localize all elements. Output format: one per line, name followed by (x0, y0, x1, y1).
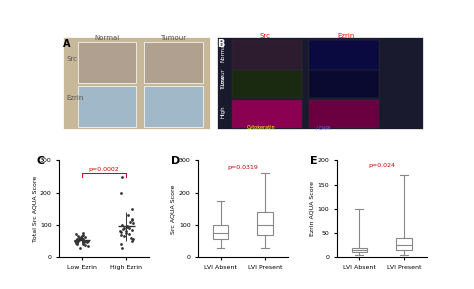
Bar (309, 71, 379, 98)
Point (129, 221, 137, 226)
Point (78, 237, 86, 242)
Bar (217, 37, 423, 129)
Point (75, 237, 82, 242)
Point (123, 229, 130, 234)
Point (81, 243, 89, 247)
Point (73, 238, 81, 242)
Point (128, 207, 136, 211)
Text: A: A (63, 38, 71, 49)
Point (117, 242, 124, 247)
Point (74, 238, 82, 243)
Point (127, 219, 134, 224)
Bar (232, 40, 301, 70)
Point (76, 245, 84, 250)
Point (77, 237, 84, 242)
Point (82, 235, 89, 239)
Point (128, 218, 136, 223)
Bar (352, 248, 367, 252)
Point (128, 239, 136, 243)
Bar (63, 37, 210, 129)
Text: Cytokeratin: Cytokeratin (247, 125, 275, 131)
Text: C: C (37, 155, 45, 166)
Point (128, 216, 136, 221)
Text: E: E (310, 155, 318, 166)
Point (73, 241, 81, 246)
Point (75, 236, 82, 240)
Text: Ezrin: Ezrin (66, 95, 84, 101)
Text: Tumour: Tumour (160, 36, 186, 42)
Point (123, 223, 131, 228)
Text: Ezrin: Ezrin (337, 33, 355, 39)
Point (72, 232, 79, 236)
Text: p=0.0319: p=0.0319 (228, 165, 258, 170)
Point (125, 226, 132, 231)
Point (129, 237, 137, 242)
Bar (309, 101, 379, 127)
Point (84, 244, 91, 248)
Point (72, 239, 79, 244)
Bar (144, 42, 202, 83)
Point (125, 232, 133, 236)
Point (79, 232, 87, 237)
Point (119, 227, 127, 231)
Text: High: High (221, 106, 226, 118)
Point (118, 223, 126, 227)
Bar (144, 86, 202, 127)
Point (117, 228, 124, 233)
Point (118, 245, 126, 250)
Point (82, 239, 90, 243)
Text: Tumour: Tumour (221, 68, 226, 89)
Bar (396, 238, 412, 250)
Point (73, 238, 81, 243)
Y-axis label: Total Src AQUA Score: Total Src AQUA Score (32, 176, 37, 242)
Bar (309, 40, 379, 70)
Point (84, 239, 92, 243)
Point (83, 240, 91, 245)
Point (73, 236, 81, 241)
Text: D: D (171, 155, 181, 166)
Text: Src: Src (259, 33, 271, 39)
Point (79, 240, 87, 244)
Point (81, 239, 88, 244)
Point (123, 224, 130, 229)
Bar (257, 212, 273, 235)
Point (78, 233, 86, 238)
Point (74, 234, 82, 238)
Bar (78, 86, 137, 127)
Bar (78, 42, 137, 83)
Y-axis label: Ezrin AQUA Score: Ezrin AQUA Score (310, 181, 315, 236)
Point (75, 238, 83, 242)
Bar (232, 101, 301, 127)
Y-axis label: Src AQUA Score: Src AQUA Score (171, 184, 176, 234)
Point (124, 213, 132, 218)
Text: p=0.024: p=0.024 (368, 163, 395, 168)
Text: Low: Low (221, 74, 226, 85)
Text: Normal: Normal (94, 36, 119, 42)
Bar (232, 71, 301, 98)
Point (73, 241, 81, 246)
Point (120, 234, 128, 238)
Bar (213, 225, 228, 240)
Point (128, 227, 136, 232)
Text: p=0.0002: p=0.0002 (89, 167, 119, 172)
Point (79, 231, 87, 235)
Point (120, 225, 128, 230)
Point (117, 232, 125, 237)
Text: B: B (217, 38, 225, 49)
Text: Src: Src (66, 56, 78, 62)
Point (76, 236, 83, 240)
Point (117, 190, 125, 195)
Text: / DAPI: / DAPI (317, 125, 331, 131)
Point (77, 235, 85, 240)
Point (118, 174, 126, 179)
Point (79, 242, 87, 247)
Point (122, 231, 129, 235)
Point (127, 236, 135, 240)
Point (72, 240, 80, 245)
Text: Normal: Normal (221, 42, 226, 62)
Point (118, 230, 125, 234)
Point (79, 236, 87, 241)
